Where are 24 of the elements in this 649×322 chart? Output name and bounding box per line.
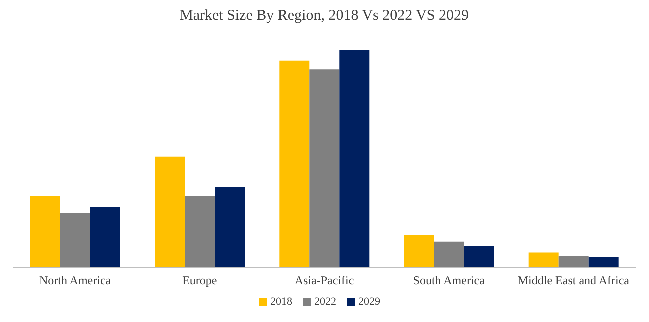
bar: [90, 206, 120, 268]
x-tick-label: Asia-Pacific: [294, 274, 354, 288]
x-tick-label: Middle East and Africa: [518, 274, 630, 288]
bar: [60, 214, 90, 268]
bar: [528, 252, 559, 268]
x-tick-label: North America: [39, 274, 112, 288]
legend-label: 2022: [314, 296, 336, 308]
bar: [434, 242, 464, 268]
bar: [588, 257, 619, 268]
chart-title: Market Size By Region, 2018 Vs 2022 VS 2029: [178, 8, 470, 26]
bar: [280, 60, 310, 268]
bar: [155, 156, 186, 268]
bar: [340, 50, 370, 268]
bar: [215, 187, 246, 268]
bar: [30, 196, 60, 268]
legend-label: 2029: [358, 296, 380, 308]
bar: [310, 70, 340, 268]
bar: [558, 256, 589, 268]
legend-label: 2018: [270, 296, 292, 308]
bar: [404, 235, 434, 268]
bar: [464, 246, 494, 268]
bar: [185, 196, 216, 268]
x-tick-label: South America: [413, 274, 486, 288]
x-tick-label: Europe: [182, 274, 218, 288]
